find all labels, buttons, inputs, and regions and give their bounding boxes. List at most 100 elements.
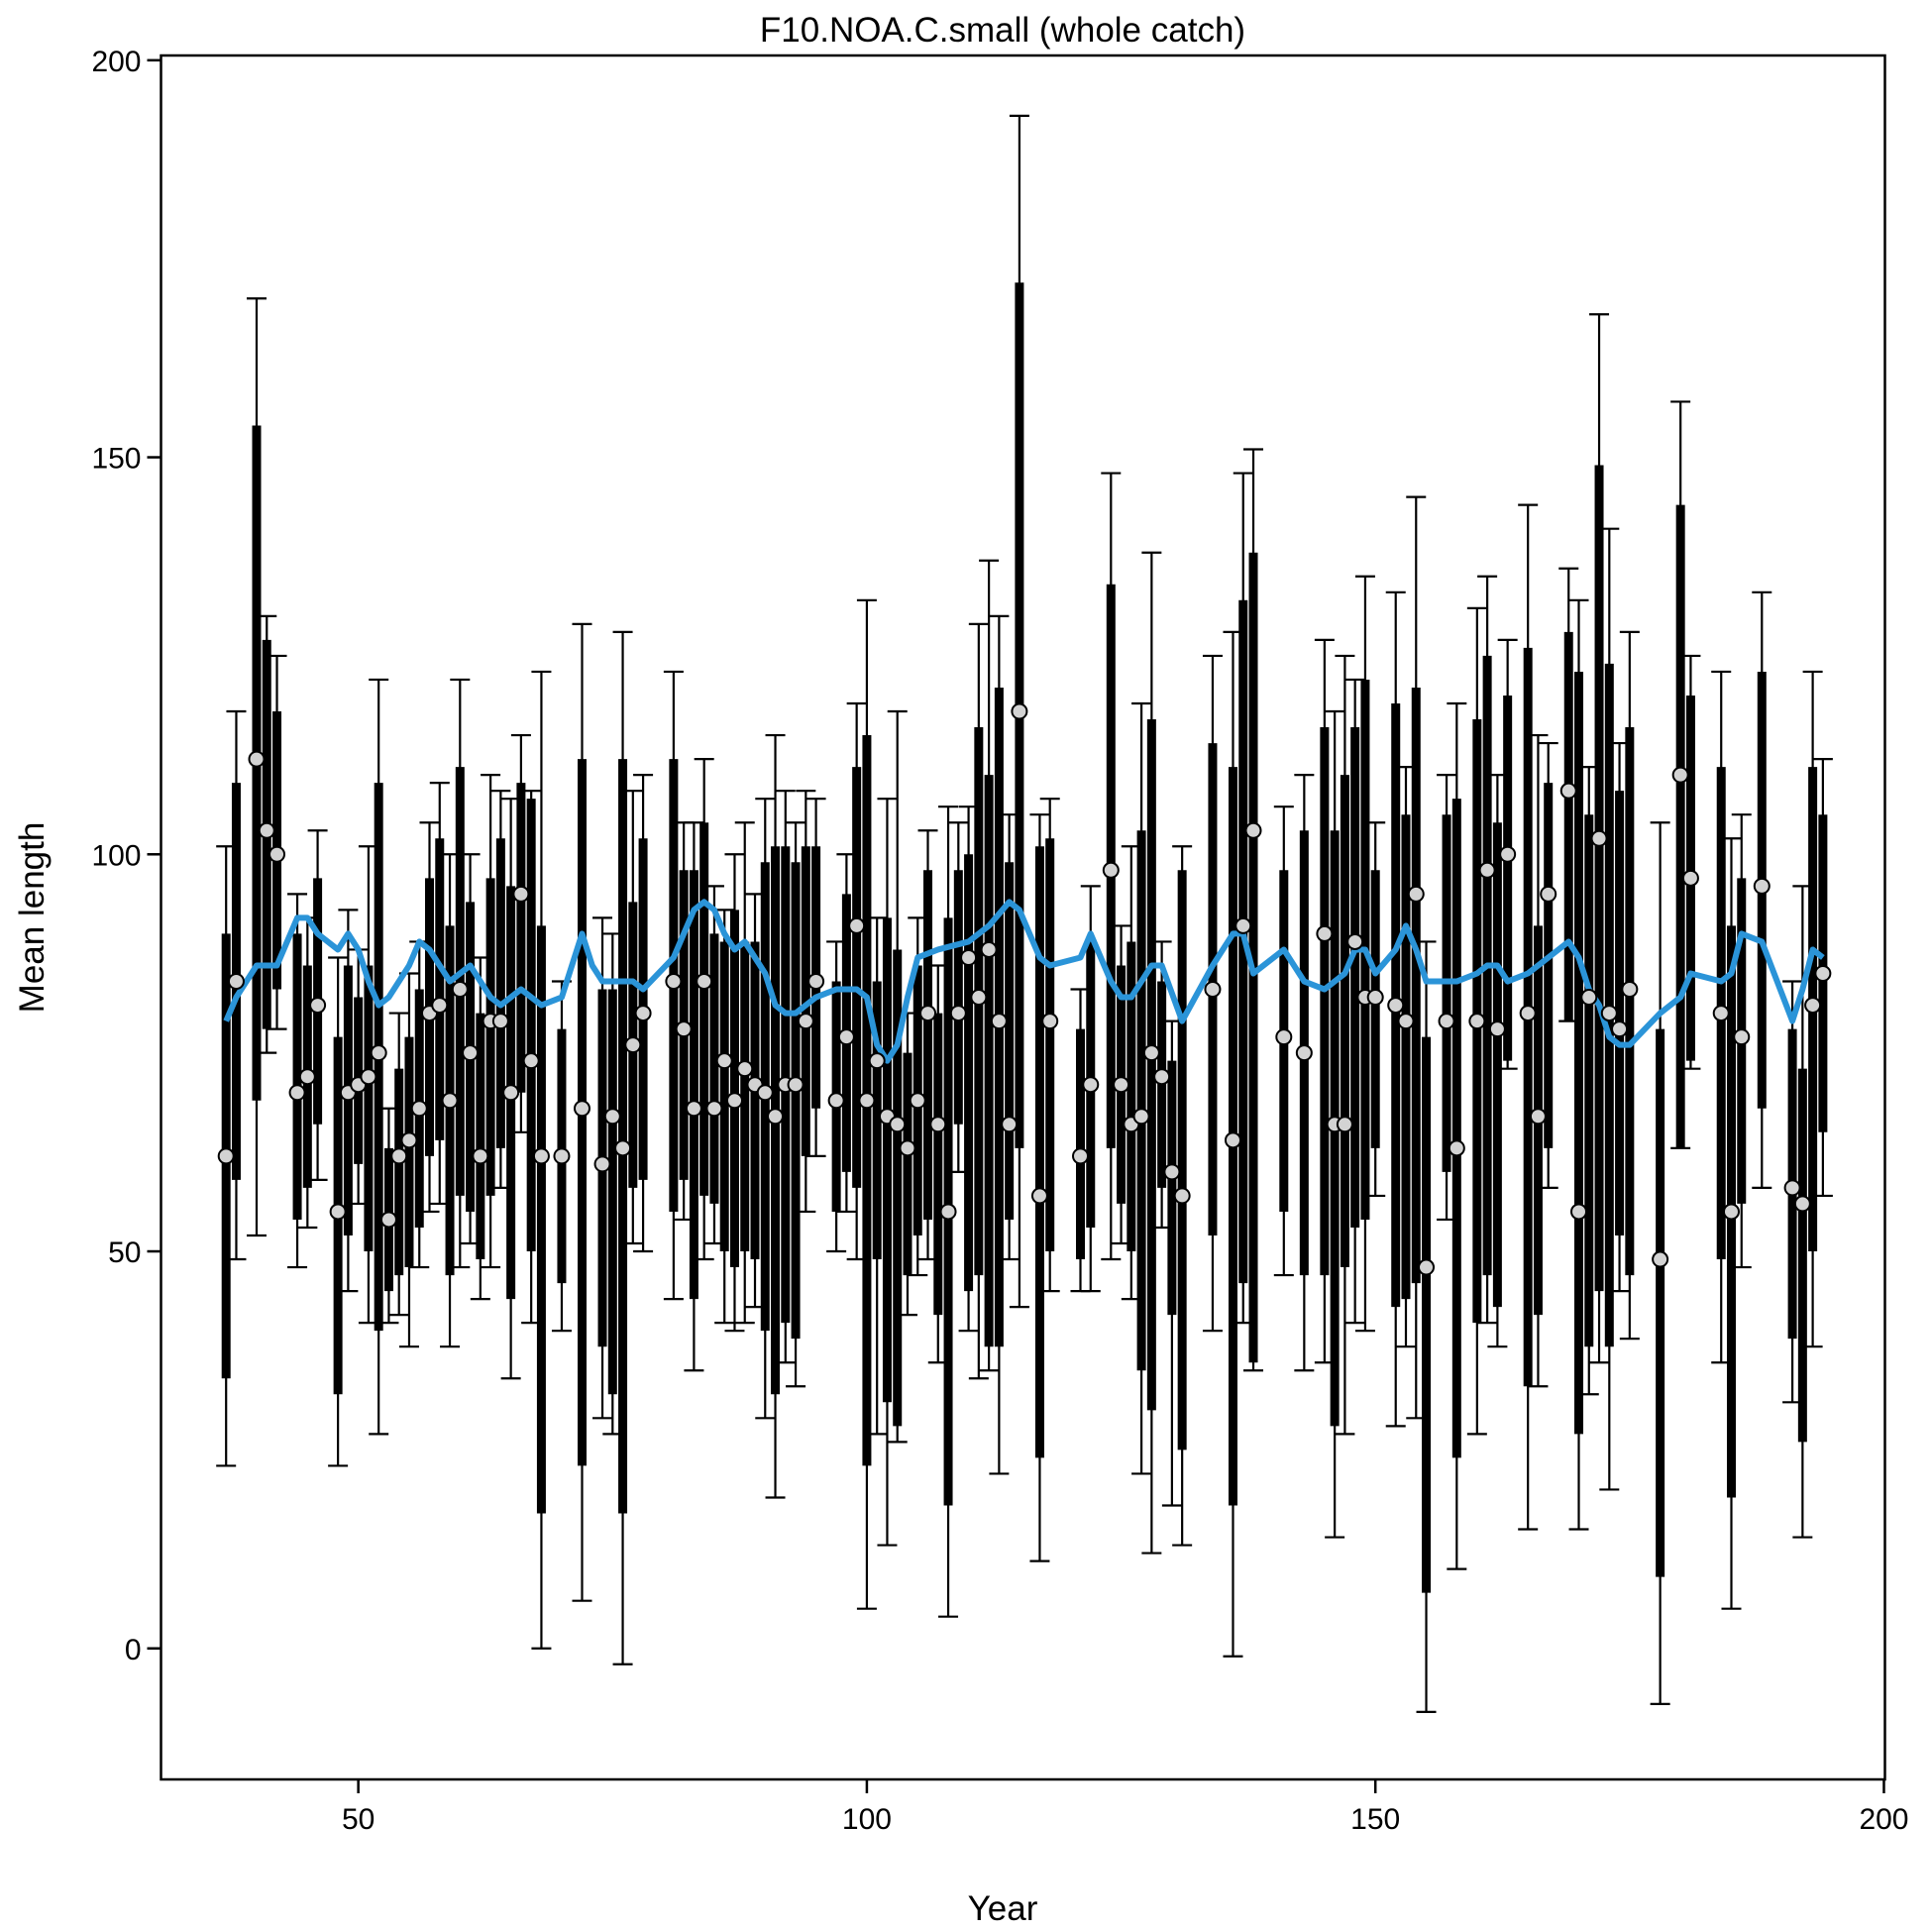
mean-point	[1814, 965, 1832, 983]
mean-point	[665, 973, 683, 991]
mean-point	[390, 1147, 408, 1165]
mean-point	[1397, 1013, 1415, 1030]
mean-point	[1113, 1076, 1130, 1094]
mean-point	[1529, 1108, 1547, 1126]
mean-point	[868, 1052, 886, 1070]
y-tick-label: 0	[125, 1634, 142, 1666]
y-tick-label: 200	[91, 46, 141, 78]
mean-point	[217, 1147, 235, 1165]
mean-point	[1132, 1108, 1150, 1126]
mean-point	[624, 1036, 642, 1054]
mean-point	[1783, 1179, 1801, 1197]
mean-point	[1540, 885, 1557, 903]
mean-point	[767, 1108, 785, 1126]
mean-point	[858, 1092, 876, 1110]
mean-point	[787, 1076, 805, 1094]
mean-point	[1712, 1005, 1730, 1022]
mean-point	[268, 845, 286, 863]
x-tick-label: 100	[842, 1803, 892, 1836]
mean-point	[1316, 924, 1334, 942]
mean-point	[1590, 829, 1608, 847]
mean-point	[827, 1092, 845, 1110]
mean-point	[685, 1100, 702, 1118]
mean-point	[410, 1100, 428, 1118]
mean-point	[736, 1060, 754, 1078]
x-axis-label: Year	[968, 1889, 1038, 1928]
mean-point	[522, 1052, 540, 1070]
plot-frame	[160, 54, 1886, 1781]
mean-point	[1030, 1187, 1048, 1205]
mean-point	[675, 1020, 693, 1038]
mean-point	[939, 1203, 957, 1221]
mean-point	[532, 1147, 550, 1165]
x-tick-label: 200	[1859, 1803, 1908, 1836]
smooth-line	[223, 899, 1825, 1064]
mean-point	[462, 1044, 480, 1062]
mean-point	[1407, 885, 1425, 903]
mean-point	[1244, 821, 1262, 839]
mean-point	[889, 1116, 907, 1133]
mean-point	[1652, 1250, 1669, 1268]
mean-point	[1438, 1013, 1455, 1030]
mean-point	[614, 1139, 632, 1157]
mean-point	[1082, 1076, 1100, 1094]
mean-point	[1102, 861, 1120, 879]
mean-point	[837, 1028, 855, 1046]
mean-point	[1142, 1044, 1160, 1062]
mean-point	[797, 1013, 814, 1030]
mean-point	[696, 973, 713, 991]
mean-point	[491, 1013, 509, 1030]
mean-point	[1418, 1258, 1436, 1276]
mean-point	[960, 948, 978, 966]
mean-point	[1671, 766, 1689, 784]
mean-point	[451, 981, 469, 999]
mean-point	[990, 1013, 1008, 1030]
mean-point	[807, 973, 825, 991]
mean-point	[1559, 782, 1577, 800]
x-tick-label: 50	[342, 1803, 375, 1836]
mean-point	[1519, 1005, 1537, 1022]
mean-point	[1234, 916, 1252, 934]
mean-point	[1001, 1116, 1019, 1133]
mean-point	[1499, 845, 1517, 863]
mean-point	[929, 1116, 947, 1133]
mean-point	[1570, 1203, 1588, 1221]
mean-point	[288, 1084, 306, 1102]
mean-point	[1173, 1187, 1191, 1205]
mean-point	[909, 1092, 926, 1110]
mean-point	[1681, 869, 1699, 887]
mean-point	[1153, 1068, 1171, 1086]
mean-point	[593, 1155, 611, 1173]
y-tick-label: 100	[91, 839, 141, 872]
y-tick-label: 50	[108, 1236, 141, 1269]
mean-point	[1204, 981, 1222, 999]
mean-point	[1478, 861, 1496, 879]
mean-point	[248, 750, 266, 768]
mean-point	[715, 1052, 733, 1070]
mean-point	[370, 1044, 387, 1062]
mean-point	[1722, 1203, 1740, 1221]
mean-point	[1621, 981, 1639, 999]
mean-point	[1387, 997, 1405, 1015]
mean-point	[1011, 702, 1028, 720]
mean-point	[1600, 1005, 1618, 1022]
mean-point	[1468, 1013, 1486, 1030]
mean-point	[970, 989, 988, 1007]
mean-point	[472, 1147, 489, 1165]
mean-point	[1753, 877, 1771, 895]
mean-point	[705, 1100, 723, 1118]
mean-point	[1804, 997, 1822, 1015]
mean-point	[258, 821, 275, 839]
mean-point	[756, 1084, 774, 1102]
mean-point	[431, 997, 449, 1015]
mean-point	[603, 1108, 621, 1126]
mean-point	[1224, 1131, 1241, 1149]
mean-point	[1072, 1147, 1089, 1165]
mean-point	[309, 997, 327, 1015]
mean-point	[1336, 1116, 1353, 1133]
mean-point	[899, 1139, 916, 1157]
mean-point	[1580, 989, 1598, 1007]
mean-point	[502, 1084, 520, 1102]
mean-point	[634, 1005, 652, 1022]
